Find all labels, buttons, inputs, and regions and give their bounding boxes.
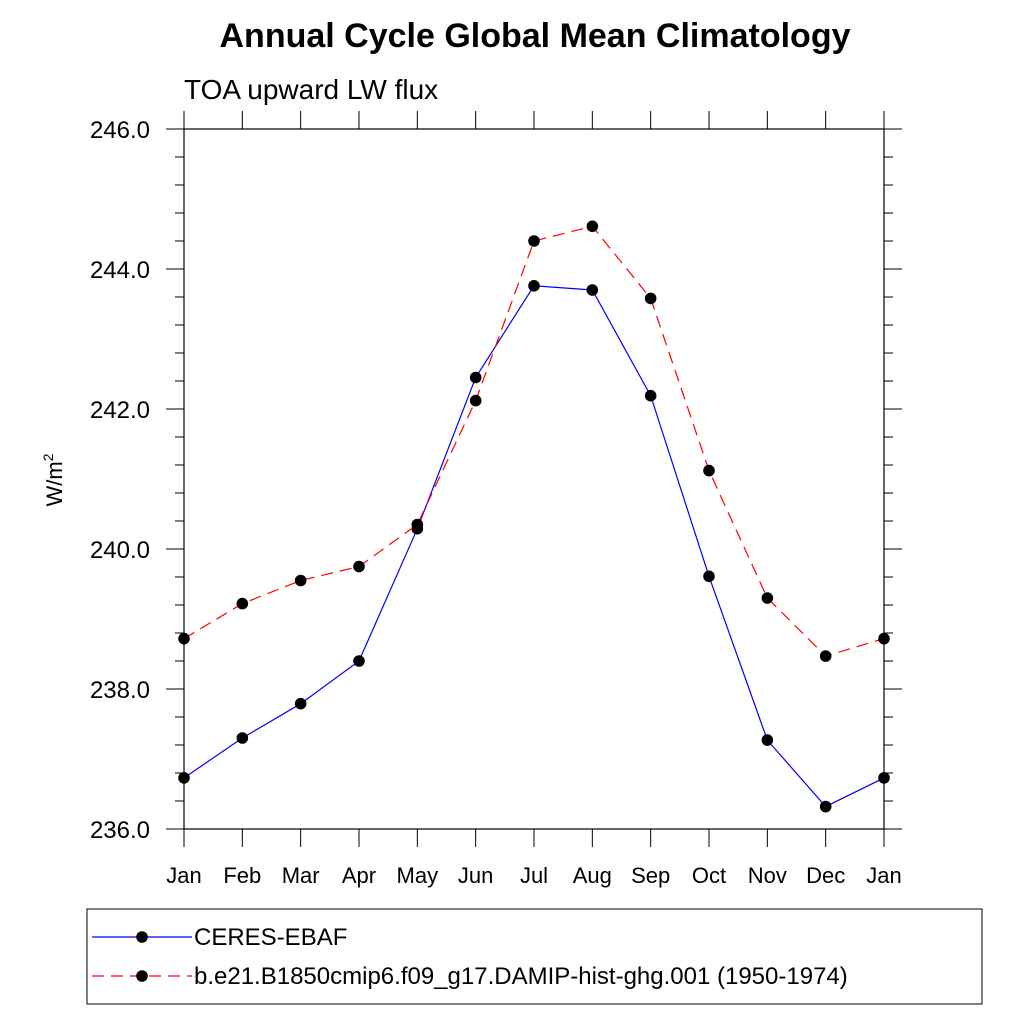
legend: CERES-EBAF b.e21.B1850cmip6.f09_g17.DAMIP… [86,908,983,1005]
data-point [469,371,482,384]
data-point [703,570,715,583]
data-point [294,574,307,587]
y-axis-label: W/m2 [40,453,67,506]
x-tick-label: Jan [166,863,201,888]
x-tick-label: Apr [342,863,376,888]
legend-label: b.e21.B1850cmip6.f09_g17.DAMIP-hist-ghg.… [194,963,848,990]
data-point [353,560,365,573]
y-tick-label: 240.0 [90,537,150,564]
data-point [294,697,307,710]
data-point [644,292,657,305]
legend-label: CERES-EBAF [194,924,347,951]
y-axis-unit-superscript: 2 [40,453,56,461]
data-point [819,650,832,662]
axis-ticks [166,111,902,847]
data-point [586,284,599,296]
chart-title: Annual Cycle Global Mean Climatology [220,17,851,55]
x-tick-label: Jul [520,863,548,888]
data-point [761,592,774,604]
data-point [528,280,540,292]
data-point [353,655,365,667]
data-point [411,518,424,531]
series-secondary [178,220,890,662]
y-tick-label: 246.0 [90,117,150,144]
series-primary [178,280,890,813]
y-axis-label-text: W/m2 [40,453,67,506]
data-point [236,732,249,744]
legend-marker [136,970,148,982]
data-point [178,772,190,784]
x-tick-label: Mar [282,863,320,888]
chart-subtitle: TOA upward LW flux [184,74,438,105]
x-tick-label: Dec [806,863,845,888]
data-point [819,800,832,813]
data-point [878,772,890,784]
legend-items: CERES-EBAF b.e21.B1850cmip6.f09_g17.DAMIP… [92,924,848,990]
y-tick-label: 244.0 [90,257,150,284]
data-point [528,235,540,247]
data-point [878,632,890,645]
x-tick-label: Jan [866,863,901,888]
data-point [236,597,249,610]
y-axis-unit: W/m [42,461,67,506]
series-line [183,285,885,808]
data-point [703,464,715,477]
x-tick-label: Jun [458,863,493,888]
y-tick-label: 236.0 [90,817,150,844]
y-tick-label: 242.0 [90,397,150,424]
data-point [644,389,657,402]
data-point [178,632,190,645]
data-point [761,734,774,746]
legend-marker [136,931,148,943]
x-tick-label: Sep [631,863,670,888]
legend-box [86,908,983,1005]
x-tick-label: Feb [223,863,261,888]
series-layer [178,220,890,813]
y-tick-label: 238.0 [90,677,150,704]
x-tick-label: Aug [573,863,612,888]
axis-tick-labels: Jan Feb Mar Apr May Jun Jul Aug Sep Oct Nov Dec Jan 2… [90,117,902,888]
x-tick-label: Oct [692,863,726,888]
data-point [469,394,482,407]
data-point [586,220,599,233]
x-tick-label: May [397,863,439,888]
plot-area-frame [183,128,885,830]
x-tick-label: Nov [748,863,787,888]
